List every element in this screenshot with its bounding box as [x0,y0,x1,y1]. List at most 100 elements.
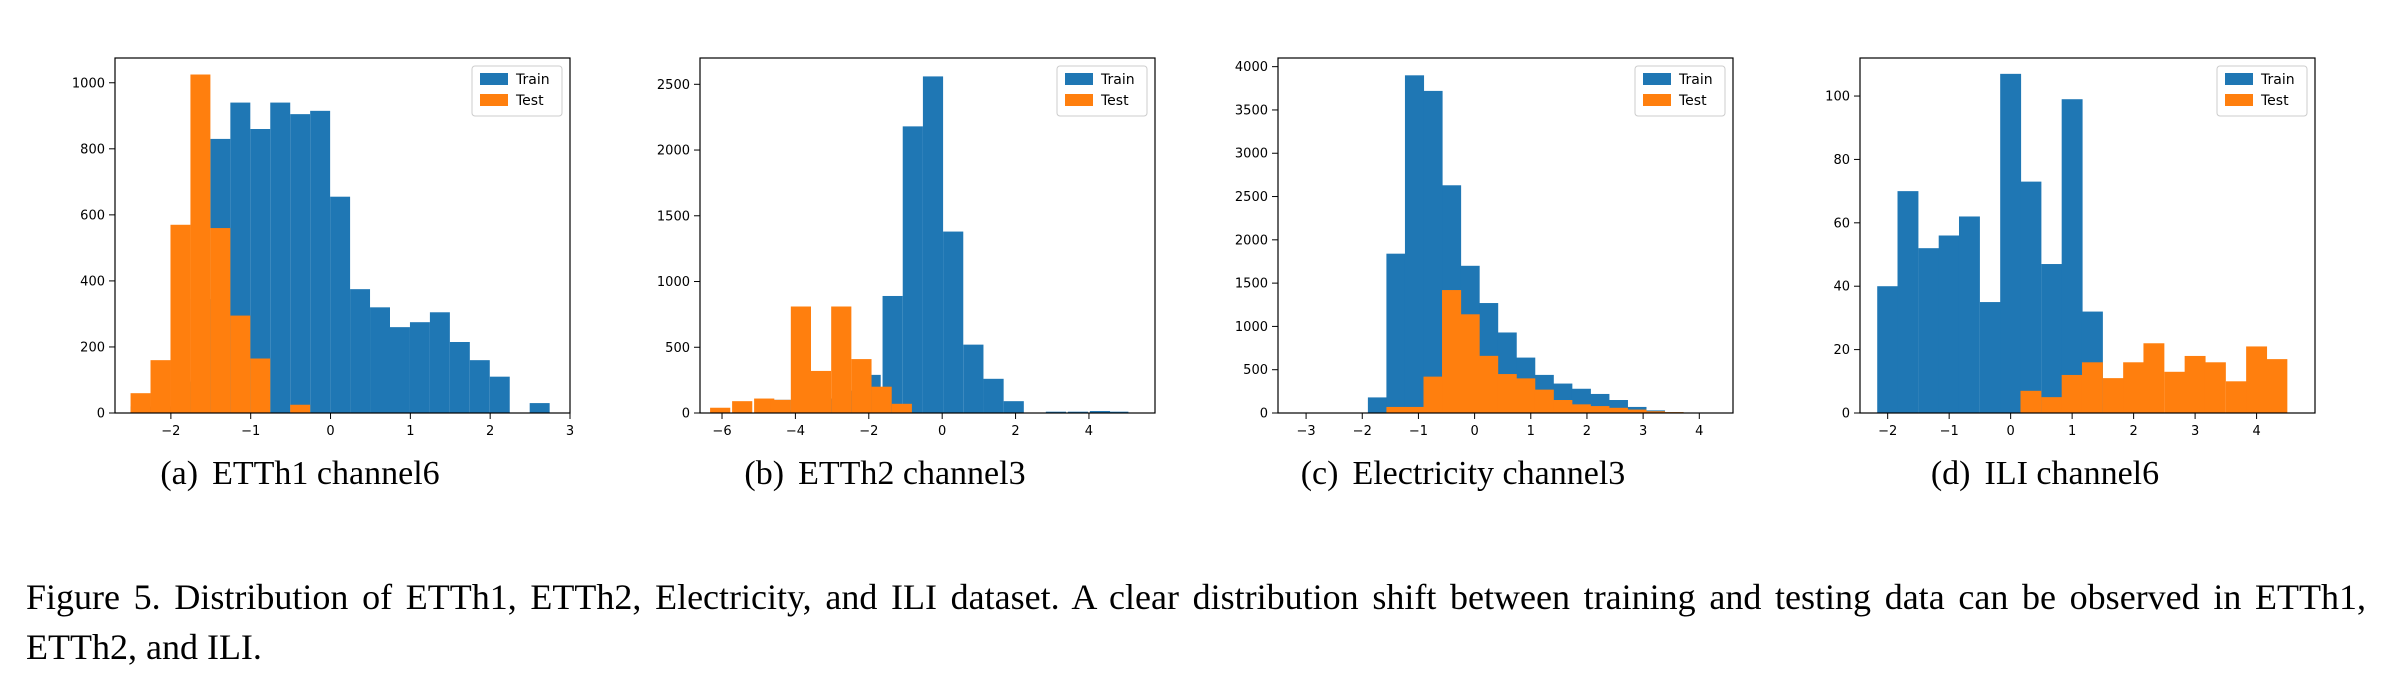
bar-train-10 [330,196,351,413]
x-tick-label-4: 2 [1011,424,1019,439]
figure-caption: Figure 5. Distribution of ETTh1, ETTh2, … [26,577,2366,667]
bar-test-12 [1608,407,1628,413]
bar-test-3 [770,399,791,413]
bar-test-3 [2081,362,2103,413]
panel-subtitle: ETTh1 channel6 [212,455,440,492]
panel-label: (d) [1930,455,1971,492]
bar-test-6 [250,358,271,413]
bar-test-1 [2041,397,2063,413]
x-tick-label-4: 2 [2129,424,2137,439]
y-tick-label-2: 400 [80,274,105,289]
bar-train-2 [1918,248,1940,413]
y-tick-label-5: 2500 [657,78,690,93]
bar-train-9 [310,110,331,413]
bar-train-12 [370,307,390,413]
bar-train-7 [270,102,291,413]
legend-label-test: Test [2260,93,2289,109]
x-tick-label-0: −2 [1878,424,1897,439]
bar-train-9 [963,344,984,413]
x-tick-label-6: 4 [2252,424,2260,439]
y-tick-label-1: 20 [1833,343,1850,358]
bar-train-6 [1404,75,1425,413]
bar-test-7 [851,359,872,413]
bar-train-10 [983,378,1004,413]
y-tick-label-3: 1500 [1235,277,1268,292]
bar-train-5 [1386,253,1406,413]
y-tick-label-3: 600 [80,208,105,223]
bar-train-18 [489,376,510,413]
y-tick-label-5: 1000 [72,76,105,91]
y-tick-label-1: 500 [665,341,690,356]
legend-label-test: Test [515,93,544,109]
bar-train-8 [943,231,964,413]
axes-frame [114,57,571,414]
x-tick-label-3: 1 [2068,424,2076,439]
bar-train-11 [1003,401,1024,413]
histogram-electricity: −3 −2 −1 0 1 2 3 4 0 500 1000 1500 2000 2500 3000 3500 4… [1235,57,1734,439]
bar-test-10 [2225,381,2247,413]
y-tick-label-0: 0 [1842,407,1850,422]
bar-test-0 [710,407,731,413]
bar-test-1 [732,401,753,413]
x-tick-label-3: 0 [938,424,946,439]
legend-swatch-train [1643,73,1671,85]
bar-test-9 [2204,362,2226,413]
x-tick-label-2: −2 [859,424,878,439]
bar-train-11 [350,289,371,413]
y-tick-label-2: 1000 [1235,320,1268,335]
bar-test-4 [2102,378,2124,413]
y-tick-label-6: 3000 [1235,147,1268,162]
panel-subtitle: Electricity channel3 [1352,455,1626,492]
bar-test-13 [1627,409,1647,413]
bar-train-17 [469,360,490,413]
y-tick-label-7: 3500 [1235,103,1268,118]
y-tick-label-4: 800 [80,142,105,157]
bar-test-9 [891,403,912,413]
panel-label: (a) [160,455,199,492]
bar-train-6 [250,129,271,413]
axes-frame [1277,57,1734,414]
legend-swatch-train [1065,73,1093,85]
bar-train-7 [1423,90,1443,414]
bar-test-11 [1590,406,1610,413]
bar-train-7 [922,76,944,413]
bar-train-20 [529,403,550,413]
legend-swatch-test [480,94,508,106]
panel-subtitle: ILI channel6 [1984,455,2160,492]
x-tick-label-1: −1 [241,424,260,439]
bar-test-1 [1404,406,1425,413]
bar-test-6 [1497,374,1517,413]
bar-train-6 [2000,73,2022,413]
bar-test-7 [1516,378,1536,413]
bar-train-0 [1877,286,1899,413]
y-tick-label-0: 0 [1260,407,1268,422]
x-tick-label-5: 3 [566,424,574,439]
histogram-etth1: −2 −1 0 1 2 3 0 200 400 600 800 1000 Train Test [72,57,574,439]
subfigure-caption: (a) ETTh1 channel6 [20,455,580,493]
y-tick-label-0: 0 [682,407,690,422]
bar-train-1 [1897,191,1919,414]
bar-train-6 [902,126,923,414]
bar-test-10 [1571,404,1591,413]
bar-test-8 [871,386,892,413]
x-tick-label-5: 4 [1085,424,1093,439]
bar-train-14 [409,322,430,413]
axes-frame [699,57,1156,414]
panel-label: (b) [744,455,785,492]
panel-subtitle: ETTh2 channel3 [798,455,1026,492]
legend-label-train: Train [1100,72,1135,88]
y-tick-label-3: 60 [1833,216,1850,231]
x-tick-label-3: 0 [1470,424,1478,439]
legend-label-train: Train [2260,72,2295,88]
chart-panel-etth2: −6 −4 −2 0 2 4 0 500 1000 1500 2000 2500 Train Test (… [605,40,1165,492]
subfigure-caption: (d) ILI channel6 [1765,455,2325,493]
panel-label: (c) [1300,455,1339,492]
legend-swatch-test [1065,94,1093,106]
bar-test-5 [2123,362,2145,413]
x-tick-label-4: 2 [486,424,494,439]
bar-test-5 [811,370,832,413]
y-tick-label-4: 80 [1833,153,1850,168]
chart-panel-electricity: −3 −2 −1 0 1 2 3 4 0 500 1000 1500 2000 2500 3000 3500 4… [1183,40,1743,492]
x-tick-label-1: −2 [1353,424,1372,439]
